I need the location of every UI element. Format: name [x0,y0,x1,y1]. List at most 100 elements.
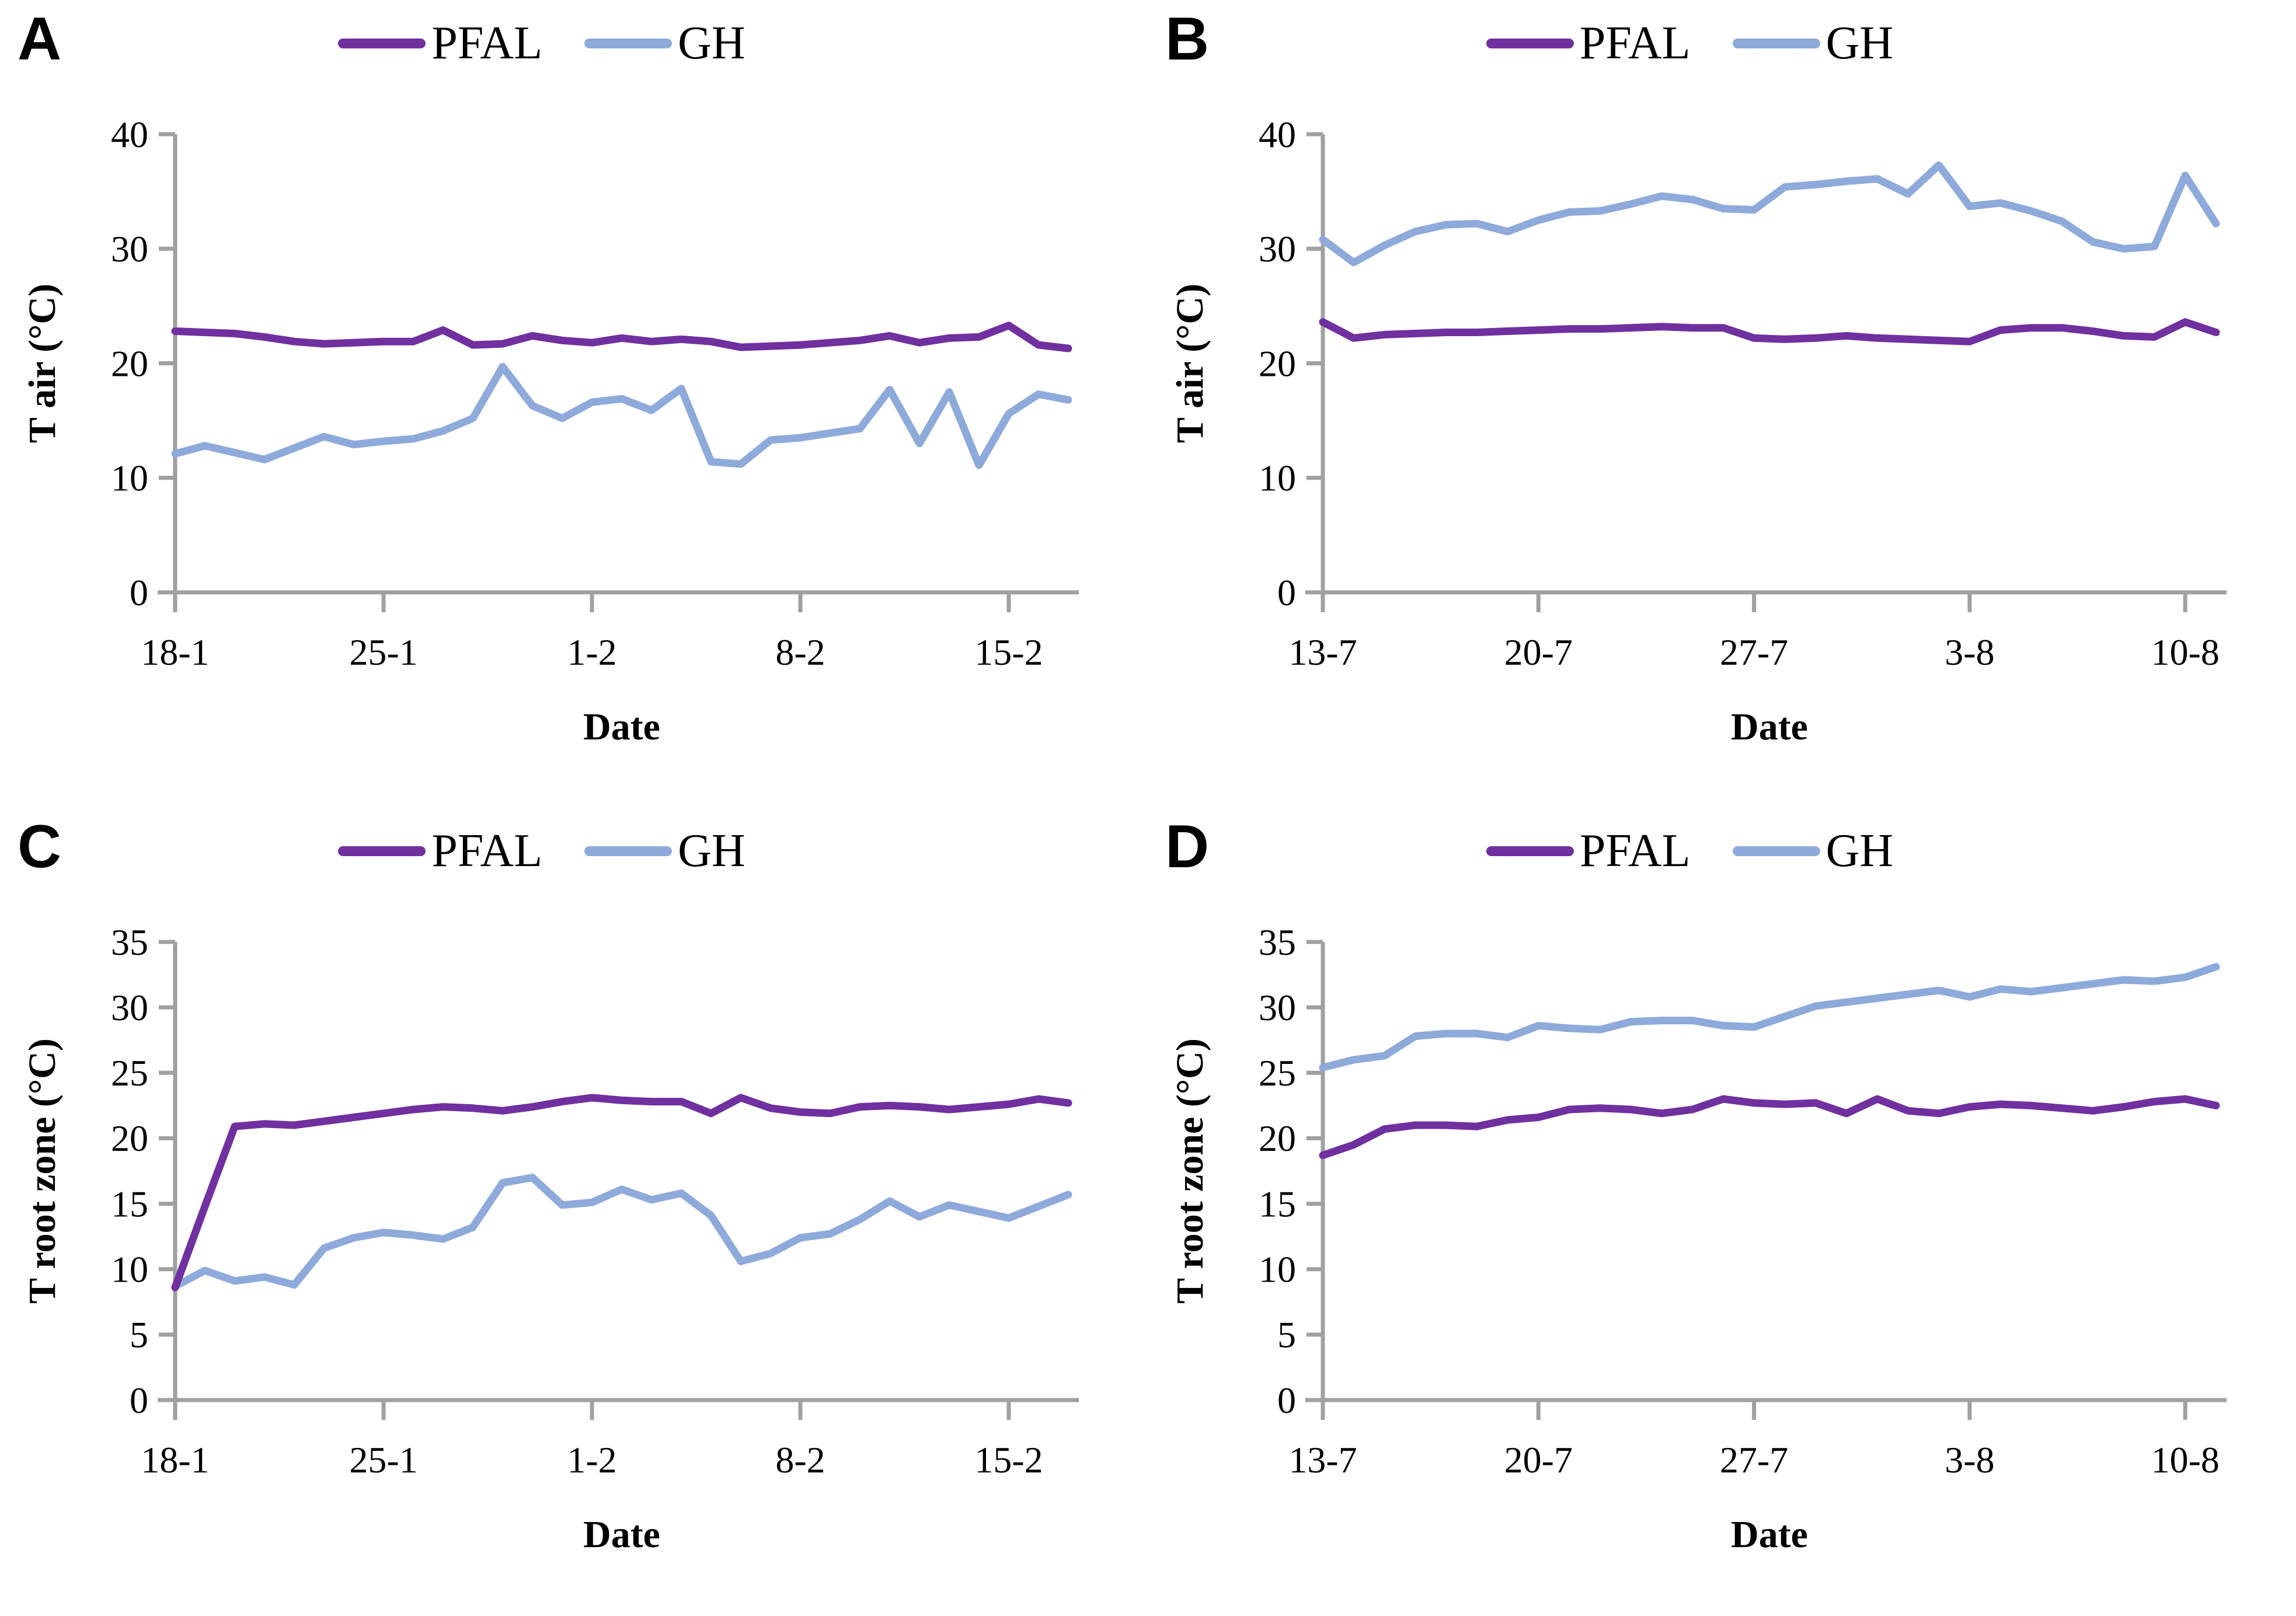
legend-label-pfal: PFAL [431,825,543,877]
pfal-line-swatch-icon [1486,846,1574,856]
x-axis-title: Date [1731,706,1808,748]
y-tick-label: 30 [1259,987,1296,1028]
x-tick-label: 20-7 [1504,1439,1573,1481]
legend-item-gh: GH [1732,18,1894,69]
y-tick-label: 25 [111,1052,148,1094]
x-tick-label: 13-7 [1288,1439,1357,1481]
panel-letter-b: B [1165,5,1210,73]
x-tick-label: 18-1 [141,1439,209,1481]
panel-c: C PFAL GH 0 5 10 15 20 25 30 35 18-1 25-1 1-2 8-2 15… [0,808,1148,1616]
y-tick-label: 30 [111,228,148,270]
x-tick-label: 3-8 [1945,631,1994,673]
y-tick-label: 30 [111,987,148,1028]
legend-a: PFAL GH [0,20,1116,67]
legend-b: PFAL GH [1148,20,2264,67]
panel-a: A PFAL GH 0 10 20 30 40 18-1 25-1 1-2 8-2 15-2 T a… [0,0,1148,808]
pfal-data-line [171,1094,1072,1292]
gh-data-line [1319,161,2220,267]
y-axis-title: T root zone (°C) [21,1038,64,1304]
legend-item-pfal: PFAL [1486,828,1691,874]
y-tick-label: 10 [1259,1248,1296,1290]
gh-data-line [1319,963,2220,1071]
y-tick-label: 10 [1259,458,1296,499]
x-tick-label: 1-2 [567,631,616,673]
x-tick-label: 13-7 [1288,631,1357,673]
x-tick-label: 3-8 [1945,1439,1994,1481]
y-tick-label: 30 [1259,228,1296,270]
gh-line-swatch-icon [584,38,673,48]
chart-d-plot: 0 5 10 15 20 25 30 35 13-7 20-7 27-7 3-8 10-8 T root … [1169,922,2227,1556]
chart-a-plot: 0 10 20 30 40 18-1 25-1 1-2 8-2 15-2 T air (°C) Dat… [21,114,1079,748]
y-tick-label: 0 [130,1380,148,1421]
y-tick-label: 20 [1259,1118,1296,1159]
y-tick-label: 0 [130,572,148,613]
x-axis-title: Date [1731,1513,1808,1556]
y-tick-label: 40 [111,114,148,155]
x-axis-title: Date [583,706,660,748]
gh-data-line [171,362,1072,469]
legend-item-pfal: PFAL [338,20,542,67]
y-tick-label: 15 [1259,1183,1296,1224]
y-tick-label: 5 [130,1314,148,1356]
panel-d: D PFAL GH 0 5 10 15 20 25 30 35 13-7 20-7 27-7 3-8 1… [1148,808,2296,1616]
y-tick-label: 20 [111,343,148,384]
pfal-data-line [1319,1095,2220,1160]
legend-item-gh: GH [1732,825,1894,877]
chart-b-plot: 0 10 20 30 40 13-7 20-7 27-7 3-8 10-8 T air (°C) Da… [1169,114,2227,748]
y-axis-title: T air (°C) [21,284,64,443]
x-tick-label: 15-2 [974,1439,1043,1481]
y-tick-label: 25 [1259,1052,1296,1094]
legend-item-pfal: PFAL [1486,20,1691,67]
gh-line-swatch-icon [1732,846,1820,856]
y-tick-label: 10 [111,1248,148,1290]
legend-label-gh: GH [1825,825,1894,877]
x-tick-label: 18-1 [141,631,209,673]
legend-c: PFAL GH [0,828,1116,874]
legend-label-gh: GH [1825,18,1894,69]
y-tick-label: 40 [1259,114,1296,155]
x-tick-label: 8-2 [775,1439,825,1481]
gh-line-swatch-icon [1732,38,1820,48]
x-tick-label: 25-1 [349,1439,417,1481]
panel-letter-c: C [18,813,62,881]
x-tick-label: 1-2 [567,1439,616,1481]
y-tick-label: 20 [111,1118,148,1159]
y-tick-label: 35 [1259,922,1296,963]
pfal-data-line [171,322,1072,352]
legend-label-pfal: PFAL [1579,18,1691,69]
pfal-line-swatch-icon [338,846,426,856]
y-tick-label: 15 [111,1183,148,1224]
x-tick-label: 10-8 [2151,631,2220,673]
x-tick-label: 8-2 [775,631,825,673]
x-tick-label: 27-7 [1720,1439,1788,1481]
y-tick-label: 35 [111,922,148,963]
legend-item-pfal: PFAL [338,828,542,874]
pfal-line-swatch-icon [338,38,426,48]
panel-letter-d: D [1165,813,1210,881]
x-tick-label: 27-7 [1720,631,1788,673]
x-tick-label: 15-2 [974,631,1043,673]
panel-letter-a: A [18,5,62,73]
legend-label-gh: GH [678,18,745,69]
legend-d: PFAL GH [1148,828,2264,874]
panel-b: B PFAL GH 0 10 20 30 40 13-7 20-7 27-7 3-8 10-8 T … [1148,0,2296,808]
gh-data-line [171,1174,1072,1290]
pfal-data-line [1319,318,2220,345]
gh-line-swatch-icon [584,846,673,856]
x-tick-label: 25-1 [349,631,417,673]
y-tick-label: 0 [1277,572,1296,613]
y-axis-title: T root zone (°C) [1169,1038,1211,1304]
chart-c-plot: 0 5 10 15 20 25 30 35 18-1 25-1 1-2 8-2 15-2 T root z… [21,922,1079,1556]
x-tick-label: 10-8 [2151,1439,2220,1481]
y-tick-label: 10 [111,458,148,499]
legend-item-gh: GH [584,828,745,874]
y-tick-label: 20 [1259,343,1296,384]
legend-label-pfal: PFAL [1579,825,1691,877]
pfal-line-swatch-icon [1486,38,1574,48]
legend-item-gh: GH [584,20,745,67]
y-tick-label: 0 [1277,1380,1296,1421]
legend-label-gh: GH [678,825,745,877]
x-tick-label: 20-7 [1504,631,1573,673]
x-axis-title: Date [583,1513,660,1556]
